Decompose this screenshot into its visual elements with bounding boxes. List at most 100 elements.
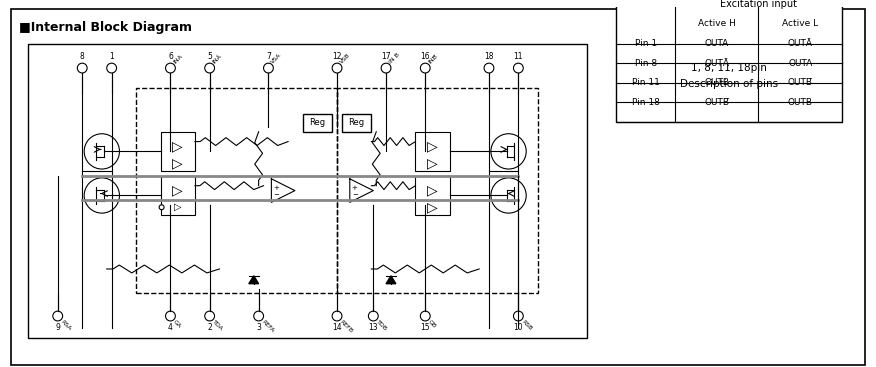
Circle shape	[84, 178, 119, 213]
Text: ▷: ▷	[172, 139, 182, 153]
Text: ▷: ▷	[173, 202, 181, 212]
Text: OUTB: OUTB	[788, 98, 813, 107]
Circle shape	[264, 63, 273, 73]
Bar	[160, 132, 195, 171]
Bar	[415, 132, 449, 171]
Text: OUTB̅: OUTB̅	[704, 98, 730, 107]
Text: 15: 15	[420, 323, 430, 332]
Text: Pin 11: Pin 11	[632, 78, 660, 87]
Text: INB̅: INB̅	[427, 54, 439, 65]
Text: ▷: ▷	[427, 156, 437, 170]
Bar	[617, 0, 842, 34]
Bar	[342, 114, 371, 132]
Text: TDA: TDA	[212, 319, 224, 332]
Text: +: +	[352, 185, 357, 190]
Text: OUTB̅: OUTB̅	[788, 78, 813, 87]
Circle shape	[381, 63, 391, 73]
Text: 10: 10	[513, 323, 523, 332]
Circle shape	[254, 311, 264, 321]
Text: 5: 5	[208, 52, 212, 61]
Text: Pin 1: Pin 1	[635, 39, 657, 48]
Text: Active L: Active L	[782, 19, 818, 29]
Circle shape	[420, 63, 430, 73]
Text: INA: INA	[173, 54, 184, 65]
Text: 18: 18	[484, 52, 494, 61]
Text: Pin 8: Pin 8	[635, 59, 657, 68]
Text: TDB: TDB	[375, 319, 388, 332]
Circle shape	[491, 178, 526, 213]
Text: 14: 14	[332, 323, 342, 332]
Text: RSB: RSB	[520, 319, 533, 331]
Circle shape	[369, 311, 378, 321]
Text: 1: 1	[110, 52, 114, 61]
Bar	[617, 0, 842, 122]
Circle shape	[166, 63, 175, 73]
Circle shape	[77, 63, 87, 73]
Text: 8: 8	[80, 52, 85, 61]
Text: RSA: RSA	[60, 319, 72, 331]
Circle shape	[484, 63, 494, 73]
Text: REFA: REFA	[260, 319, 275, 333]
Text: 11: 11	[513, 52, 523, 61]
Text: 6: 6	[168, 52, 173, 61]
Circle shape	[332, 63, 342, 73]
Text: OUTB: OUTB	[704, 78, 730, 87]
Text: Excitation input: Excitation input	[720, 0, 797, 10]
Circle shape	[107, 63, 117, 73]
Bar	[28, 44, 587, 338]
Text: ▷: ▷	[172, 184, 182, 197]
Text: REFB: REFB	[339, 319, 354, 334]
Text: INĀ: INĀ	[212, 54, 223, 65]
Text: 13: 13	[369, 323, 378, 332]
Circle shape	[53, 311, 62, 321]
Text: 17: 17	[381, 52, 391, 61]
Text: 7: 7	[266, 52, 271, 61]
Text: Reg: Reg	[349, 119, 364, 127]
Circle shape	[159, 205, 164, 210]
Bar	[337, 88, 538, 294]
Text: Pin 18: Pin 18	[632, 98, 660, 107]
Circle shape	[166, 311, 175, 321]
Bar	[160, 176, 195, 215]
Bar	[415, 176, 449, 215]
Text: ■Internal Block Diagram: ■Internal Block Diagram	[18, 21, 192, 34]
Text: OUTA: OUTA	[704, 39, 729, 48]
Text: −: −	[352, 192, 357, 199]
Text: 9: 9	[55, 323, 60, 332]
Circle shape	[513, 311, 523, 321]
Text: OUTA: OUTA	[788, 59, 812, 68]
Text: OUTĀ: OUTĀ	[788, 39, 813, 48]
Text: 4: 4	[168, 323, 173, 332]
Bar	[136, 88, 337, 294]
Text: 2: 2	[208, 323, 212, 332]
Polygon shape	[386, 276, 396, 284]
Text: GB: GB	[427, 319, 437, 329]
Circle shape	[205, 63, 215, 73]
Circle shape	[332, 311, 342, 321]
Text: ▷: ▷	[427, 200, 437, 214]
Text: Active H: Active H	[698, 19, 736, 29]
Text: Description of pins: Description of pins	[680, 79, 778, 89]
Circle shape	[420, 311, 430, 321]
Circle shape	[491, 134, 526, 169]
Text: Reg: Reg	[309, 119, 326, 127]
Text: −: −	[273, 192, 279, 199]
Text: 1, 8, 11, 18pin: 1, 8, 11, 18pin	[691, 63, 767, 73]
Text: ▷: ▷	[172, 156, 182, 170]
Text: 12: 12	[332, 52, 342, 61]
Text: VSB: VSB	[339, 53, 351, 65]
Polygon shape	[249, 276, 258, 284]
Text: ▷: ▷	[427, 139, 437, 153]
Text: 16: 16	[420, 52, 430, 61]
Text: +: +	[273, 185, 279, 190]
Text: VSA: VSA	[271, 53, 283, 65]
Circle shape	[205, 311, 215, 321]
Text: OUTĀ: OUTĀ	[704, 59, 730, 68]
Bar	[303, 114, 332, 132]
Text: 3: 3	[256, 323, 261, 332]
Circle shape	[84, 134, 119, 169]
Text: ▷: ▷	[427, 184, 437, 197]
Text: GA: GA	[173, 319, 182, 329]
Circle shape	[513, 63, 523, 73]
Text: IN B: IN B	[388, 52, 400, 65]
